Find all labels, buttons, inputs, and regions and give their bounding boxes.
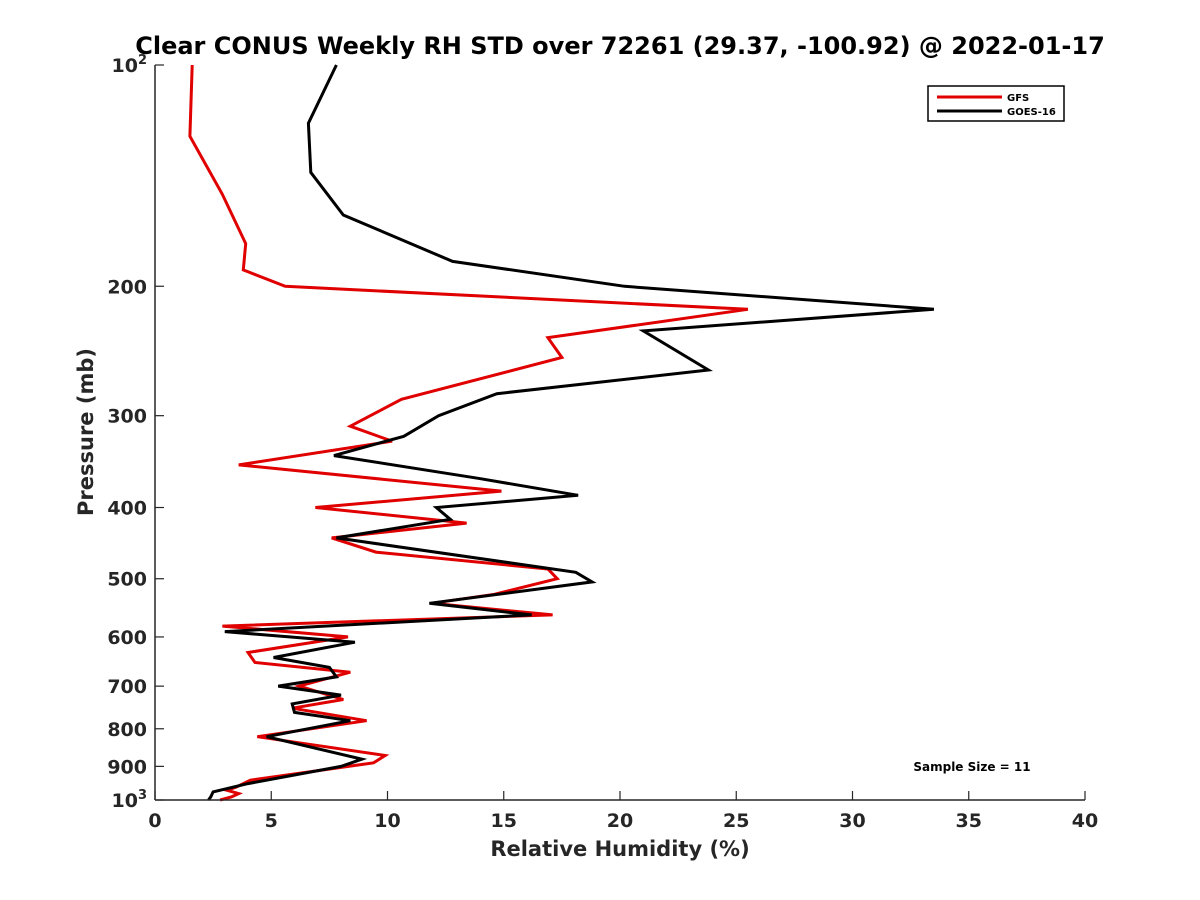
x-tick-label: 0: [148, 810, 161, 832]
legend-box: [927, 85, 1065, 122]
y-ticks: 102 200 300 400 500 600 700 800 900 103: [107, 53, 164, 812]
x-tick-label: 25: [723, 810, 749, 832]
y-tick-label: 800: [107, 719, 147, 741]
sample-size-annotation: Sample Size = 11: [913, 760, 1030, 774]
y-axis-label: Pressure (mb): [74, 348, 98, 516]
y-tick-label: 900: [107, 756, 147, 778]
legend-label-goes-16: GOES-16: [1007, 107, 1056, 118]
x-tick-label: 40: [1072, 810, 1098, 832]
x-tick-label: 5: [265, 810, 278, 832]
y-tick-label: 600: [107, 627, 147, 649]
legend-label-gfs: GFS: [1007, 93, 1029, 104]
legend: GFS GOES-16: [927, 85, 1065, 122]
series-line-goes-16: [207, 64, 935, 801]
chart-title: Clear CONUS Weekly RH STD over 72261 (29…: [135, 32, 1105, 60]
x-tick-label: 10: [374, 810, 400, 832]
x-tick-label: 30: [839, 810, 865, 832]
x-tick-label: 35: [956, 810, 982, 832]
y-tick-label: 103: [112, 788, 148, 812]
y-tick-label: 400: [107, 498, 147, 520]
y-tick-label: 102: [112, 53, 148, 77]
y-tick-label: 300: [107, 406, 147, 428]
x-axis-label: Relative Humidity (%): [490, 837, 749, 861]
x-ticks: 0 5 10 15 20 25 30 35 40: [148, 791, 1098, 832]
y-tick-label: 200: [107, 276, 147, 298]
series-layer: [188, 64, 935, 802]
x-tick-label: 20: [607, 810, 633, 832]
y-tick-label: 500: [107, 569, 147, 591]
y-tick-label: 700: [107, 676, 147, 698]
x-tick-label: 15: [491, 810, 517, 832]
